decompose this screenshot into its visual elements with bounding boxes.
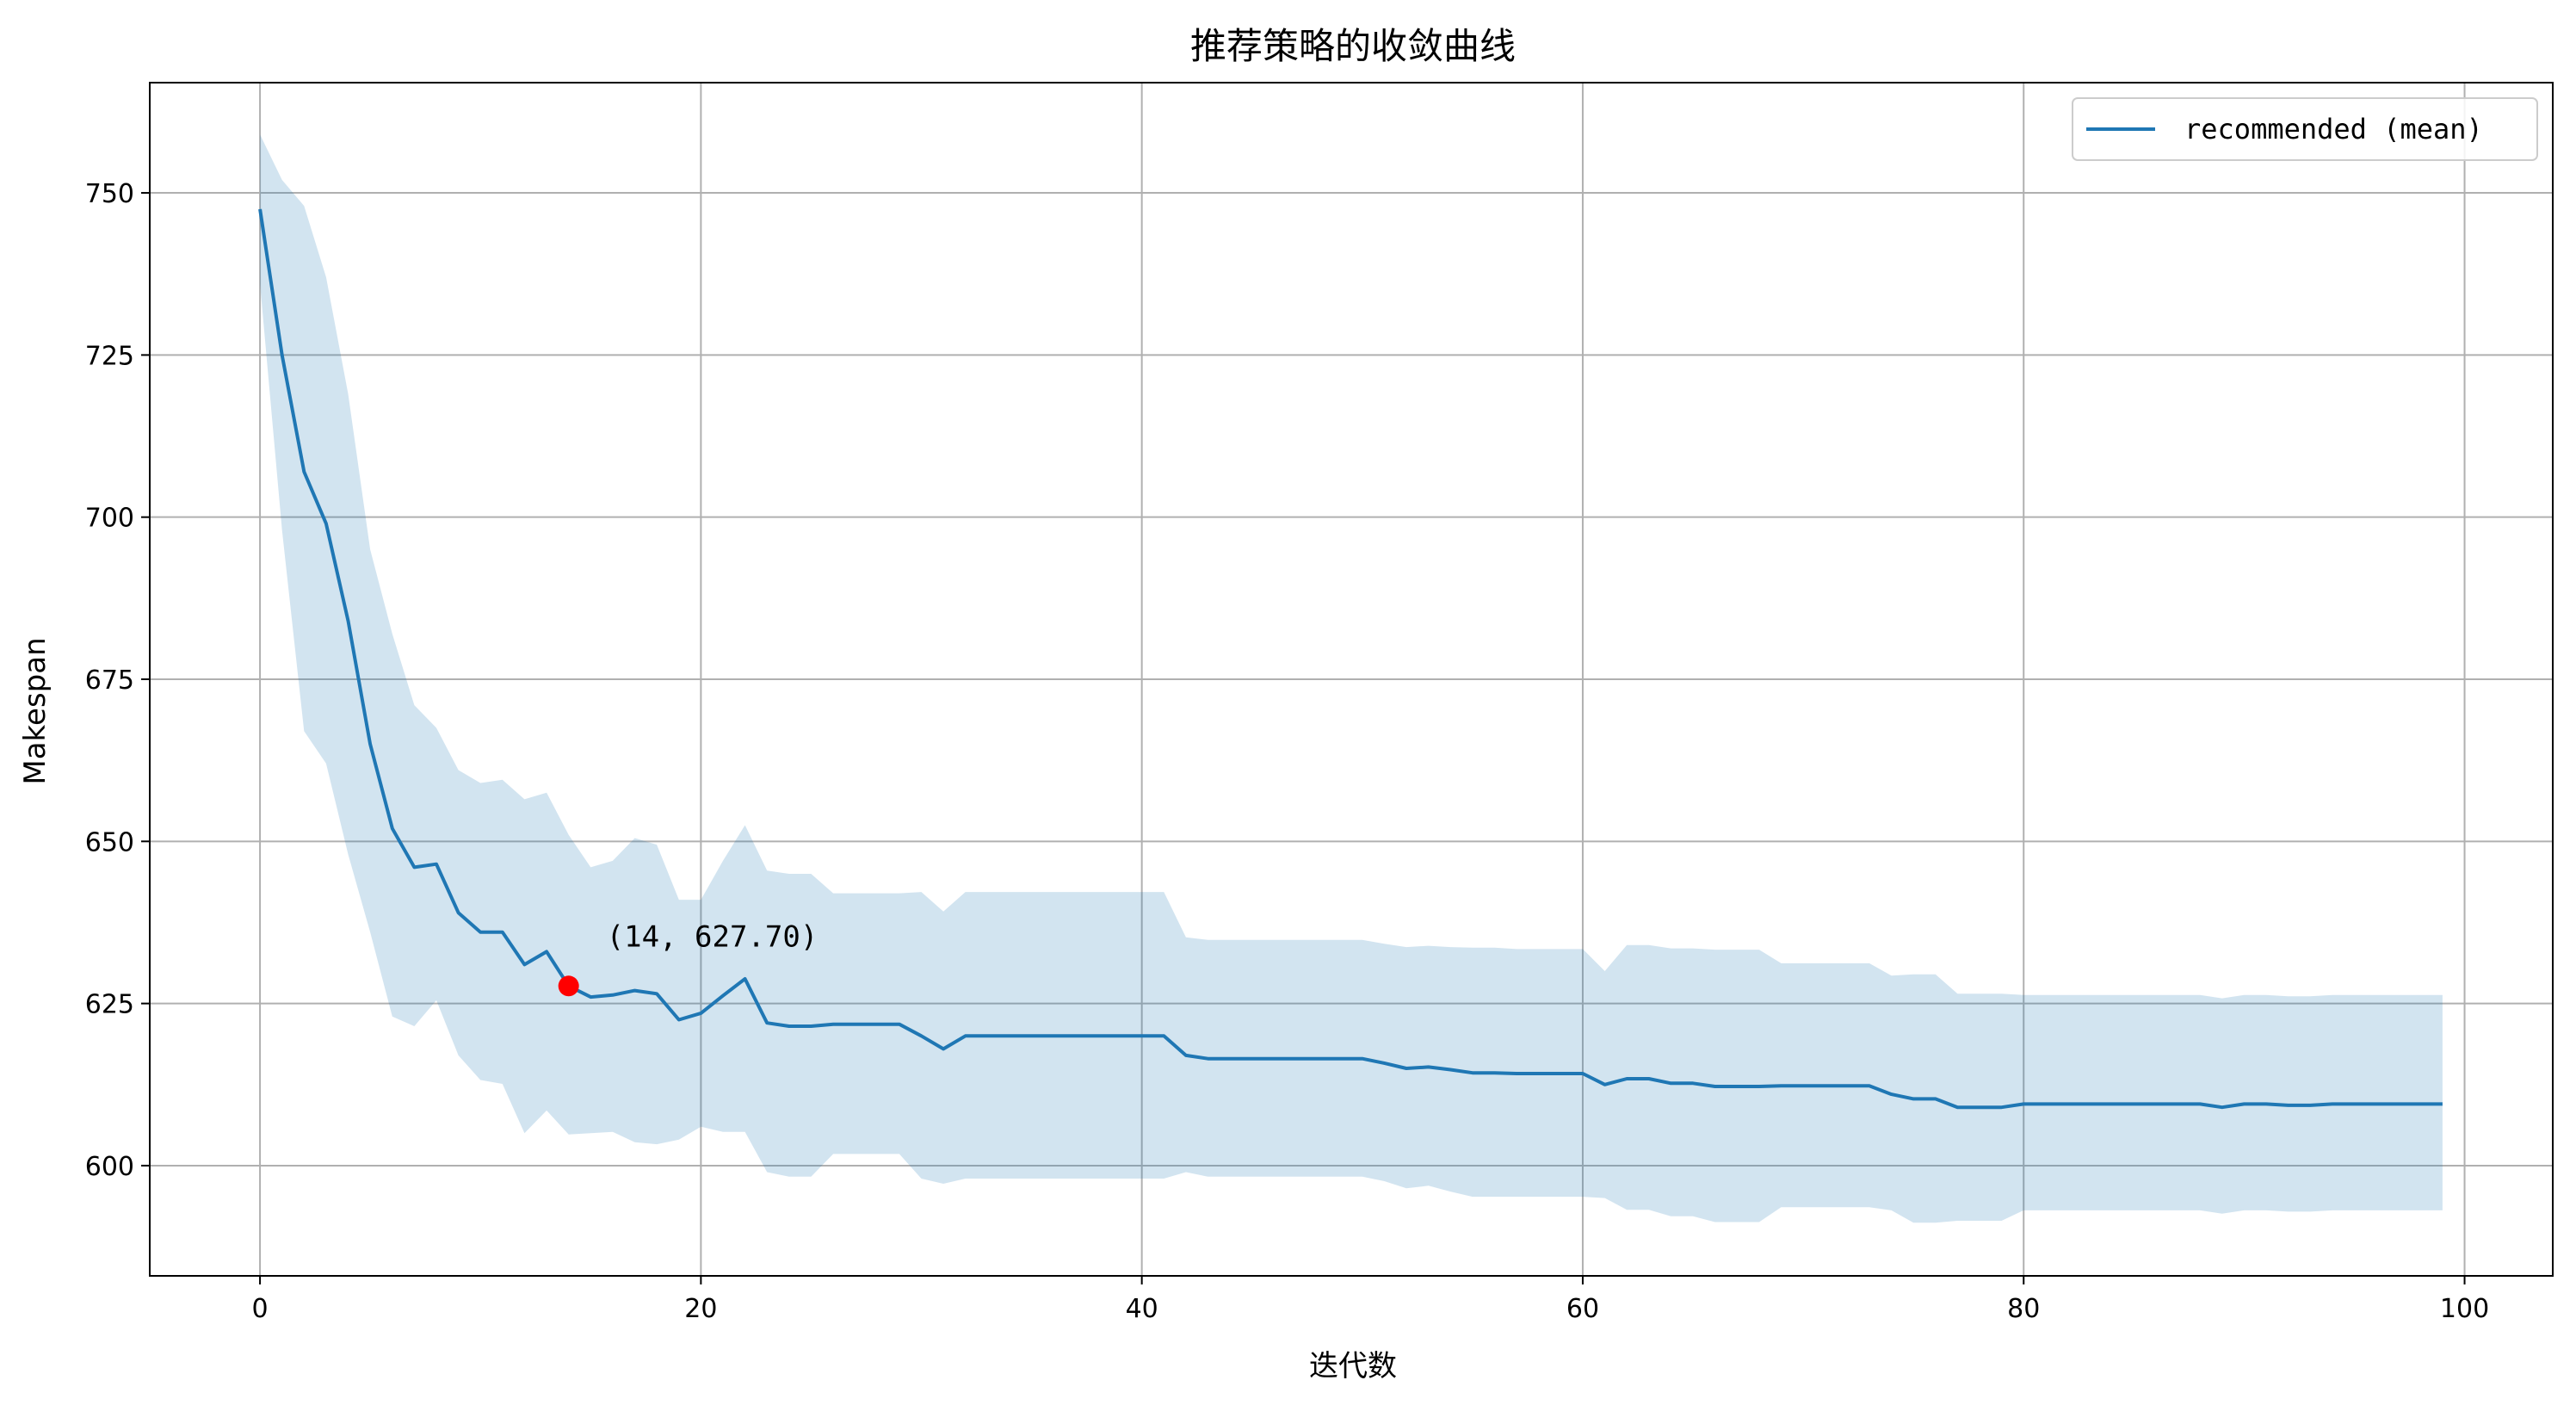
x-tick-label: 60: [1566, 1294, 1599, 1324]
x-tick-label: 80: [2007, 1294, 2040, 1324]
plot-frame: [149, 82, 2554, 1277]
y-tick-label: 700: [85, 504, 134, 534]
confidence-band: [260, 134, 2443, 1223]
y-axis-label: Makespan: [18, 637, 53, 784]
y-tick-label: 750: [85, 179, 134, 209]
mean-line-group: [258, 208, 2443, 1110]
y-tick-label: 650: [85, 827, 134, 857]
y-tick-label: 625: [85, 990, 134, 1020]
legend-box: [2072, 97, 2538, 161]
grid-lines: [150, 83, 2553, 1276]
y-tick-label: 675: [85, 665, 134, 696]
series-line-recommended-mean: [258, 208, 2443, 1110]
annotation-marker: [558, 975, 579, 997]
legend-label: recommended (mean): [2184, 113, 2483, 145]
x-axis-label: 迭代数: [1309, 1349, 1397, 1383]
legend: recommended (mean): [2072, 97, 2538, 161]
tick-labels: 0 20 40 60 80 100 600 625 650 675 700 725 750: [85, 179, 2489, 1324]
confidence-band-group: [260, 134, 2443, 1223]
axes-frame: [141, 82, 2554, 1284]
x-tick-label: 20: [684, 1294, 717, 1324]
y-tick-label: 725: [85, 341, 134, 371]
annotation-label: (14, 627.70): [607, 919, 819, 954]
chart-title: 推荐策略的收敛曲线: [1190, 25, 1516, 67]
x-tick-label: 40: [1126, 1294, 1158, 1324]
y-tick-label: 600: [85, 1152, 134, 1182]
x-tick-label: 100: [2440, 1294, 2489, 1324]
annotation-group: (14, 627.70): [558, 919, 819, 997]
x-tick-label: 0: [252, 1294, 269, 1324]
